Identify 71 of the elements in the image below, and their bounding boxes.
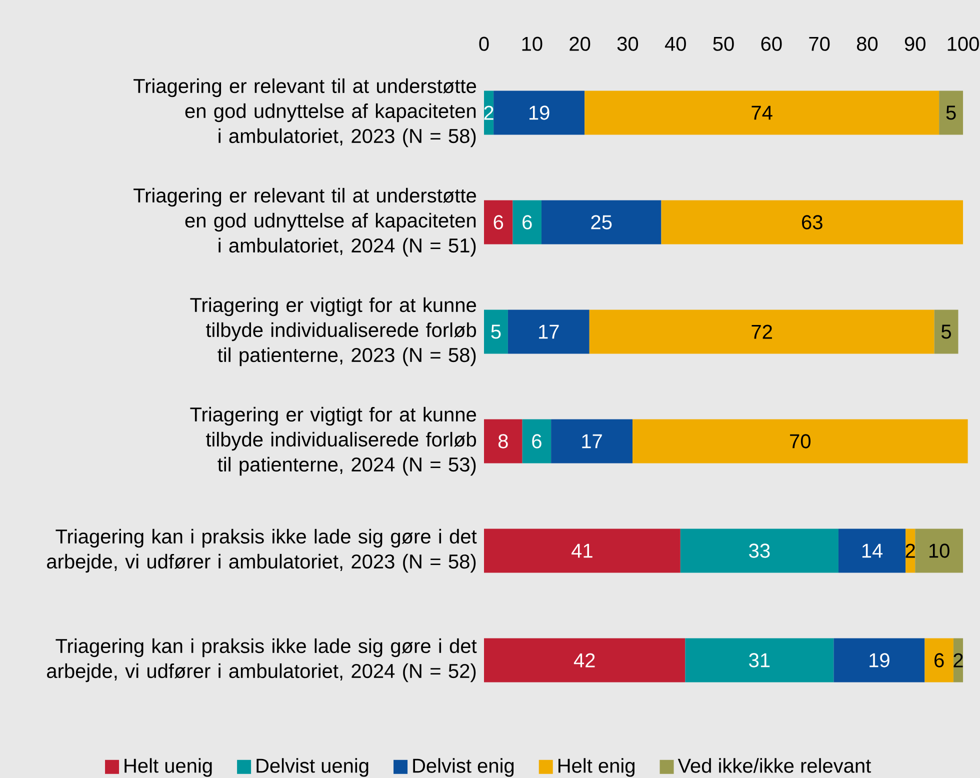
x-tick-label: 40 [664, 36, 686, 51]
y-tick-label: Triagering er relevant til at understøtte en god udnyttelse af kapaciteten i ambulatoriet, 2024 (N = 51) [134, 188, 476, 257]
data-label: 6 [934, 653, 944, 668]
bar [589, 310, 934, 354]
x-tick-label: 0 [479, 36, 489, 51]
bar [915, 528, 964, 573]
data-label: 19 [529, 106, 550, 120]
bar [484, 419, 522, 464]
data-label: 63 [802, 215, 822, 230]
y-tick-label: Triagering er vigtigt for at kunne tilbyde individualiserede forløb til patienterne, 2023 (N = 58) [190, 297, 476, 366]
bar [834, 638, 925, 682]
bar [584, 90, 940, 135]
y-tick-label: Triagering er relevant til at understøtte en god udnyttelse af kapaciteten i ambulatoriet, 2023 (N = 58) [134, 78, 476, 148]
bar [522, 419, 552, 464]
legend-label: Helt uenig [124, 758, 212, 777]
data-label: 19 [870, 653, 890, 668]
data-label: 25 [591, 215, 612, 230]
legend-label: Delvist uenig [256, 758, 368, 777]
bar [934, 310, 958, 354]
data-label: 2 [906, 544, 915, 558]
data-label: 5 [491, 324, 501, 339]
bar [512, 200, 542, 244]
x-tick-label: 10 [522, 36, 542, 51]
x-tick-label: 60 [761, 36, 782, 51]
bar [680, 528, 838, 573]
data-label: 72 [752, 324, 772, 339]
data-label: 74 [752, 106, 772, 120]
x-tick-label: 70 [809, 36, 830, 51]
bar [685, 638, 834, 682]
data-label: 42 [574, 653, 595, 668]
x-tick-label: 20 [570, 36, 590, 51]
data-label: 6 [522, 215, 532, 230]
bar [939, 90, 964, 135]
bar [924, 638, 954, 682]
bar [541, 200, 662, 244]
y-tick-label: Triagering kan i praksis ikke lade sig gøre i det arbejde, vi udfører i ambulatoriet, 2024 (N = 52) [47, 638, 477, 682]
bar [484, 528, 680, 573]
y-tick-label: Triagering er vigtigt for at kunne tilbyde individualiserede forløb til patienterne, 2024 (N = 53) [190, 406, 476, 476]
data-label: 6 [494, 215, 504, 230]
data-label: 2 [484, 106, 494, 120]
data-label: 10 [929, 544, 950, 558]
bar [484, 200, 513, 244]
x-tick-label: 30 [617, 36, 638, 51]
data-label: 17 [582, 434, 602, 448]
data-label: 5 [946, 106, 956, 120]
bar [484, 310, 508, 354]
bar [508, 310, 590, 354]
data-label: 41 [572, 544, 592, 558]
bar [484, 638, 686, 682]
bar [661, 200, 964, 244]
x-tick-label: 100 [948, 36, 979, 51]
data-label: 8 [498, 434, 508, 448]
data-label: 17 [539, 324, 559, 339]
data-label: 70 [790, 434, 810, 448]
legend-label: Helt enig [558, 758, 634, 777]
x-tick-label: 50 [713, 36, 734, 51]
data-label: 14 [862, 544, 883, 558]
y-tick-label: Triagering kan i praksis ikke lade sig gøre i det arbejde, vi udfører i ambulatoriet, 2023 (N = 58) [47, 528, 477, 573]
x-tick-label: 80 [856, 36, 878, 51]
x-tick-label: 90 [904, 36, 926, 51]
data-label: 5 [942, 324, 951, 339]
data-label: 31 [749, 653, 770, 668]
legend-label: Delvist enig [413, 758, 514, 777]
data-label: 2 [954, 653, 963, 668]
data-label: 6 [532, 434, 542, 448]
bar [551, 419, 632, 464]
bar [494, 90, 585, 135]
bar [838, 528, 906, 573]
data-label: 33 [749, 544, 770, 558]
legend-label: Ved ikke/ikke relevant [678, 758, 872, 773]
bar [632, 419, 968, 464]
